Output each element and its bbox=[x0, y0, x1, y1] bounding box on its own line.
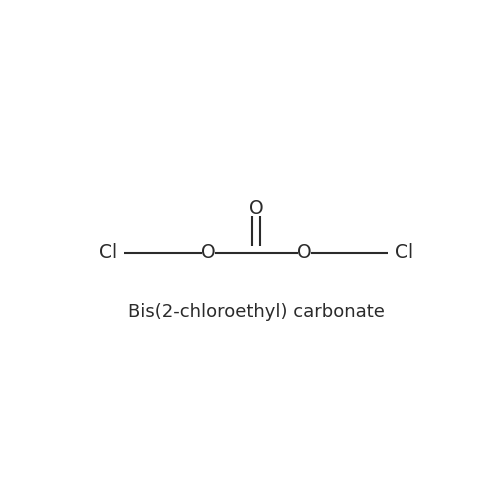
Text: Cl: Cl bbox=[396, 243, 413, 262]
Text: O: O bbox=[297, 243, 312, 262]
Text: Cl: Cl bbox=[99, 243, 117, 262]
Text: O: O bbox=[249, 198, 264, 218]
Text: O: O bbox=[201, 243, 216, 262]
Text: Bis(2-chloroethyl) carbonate: Bis(2-chloroethyl) carbonate bbox=[128, 303, 384, 321]
